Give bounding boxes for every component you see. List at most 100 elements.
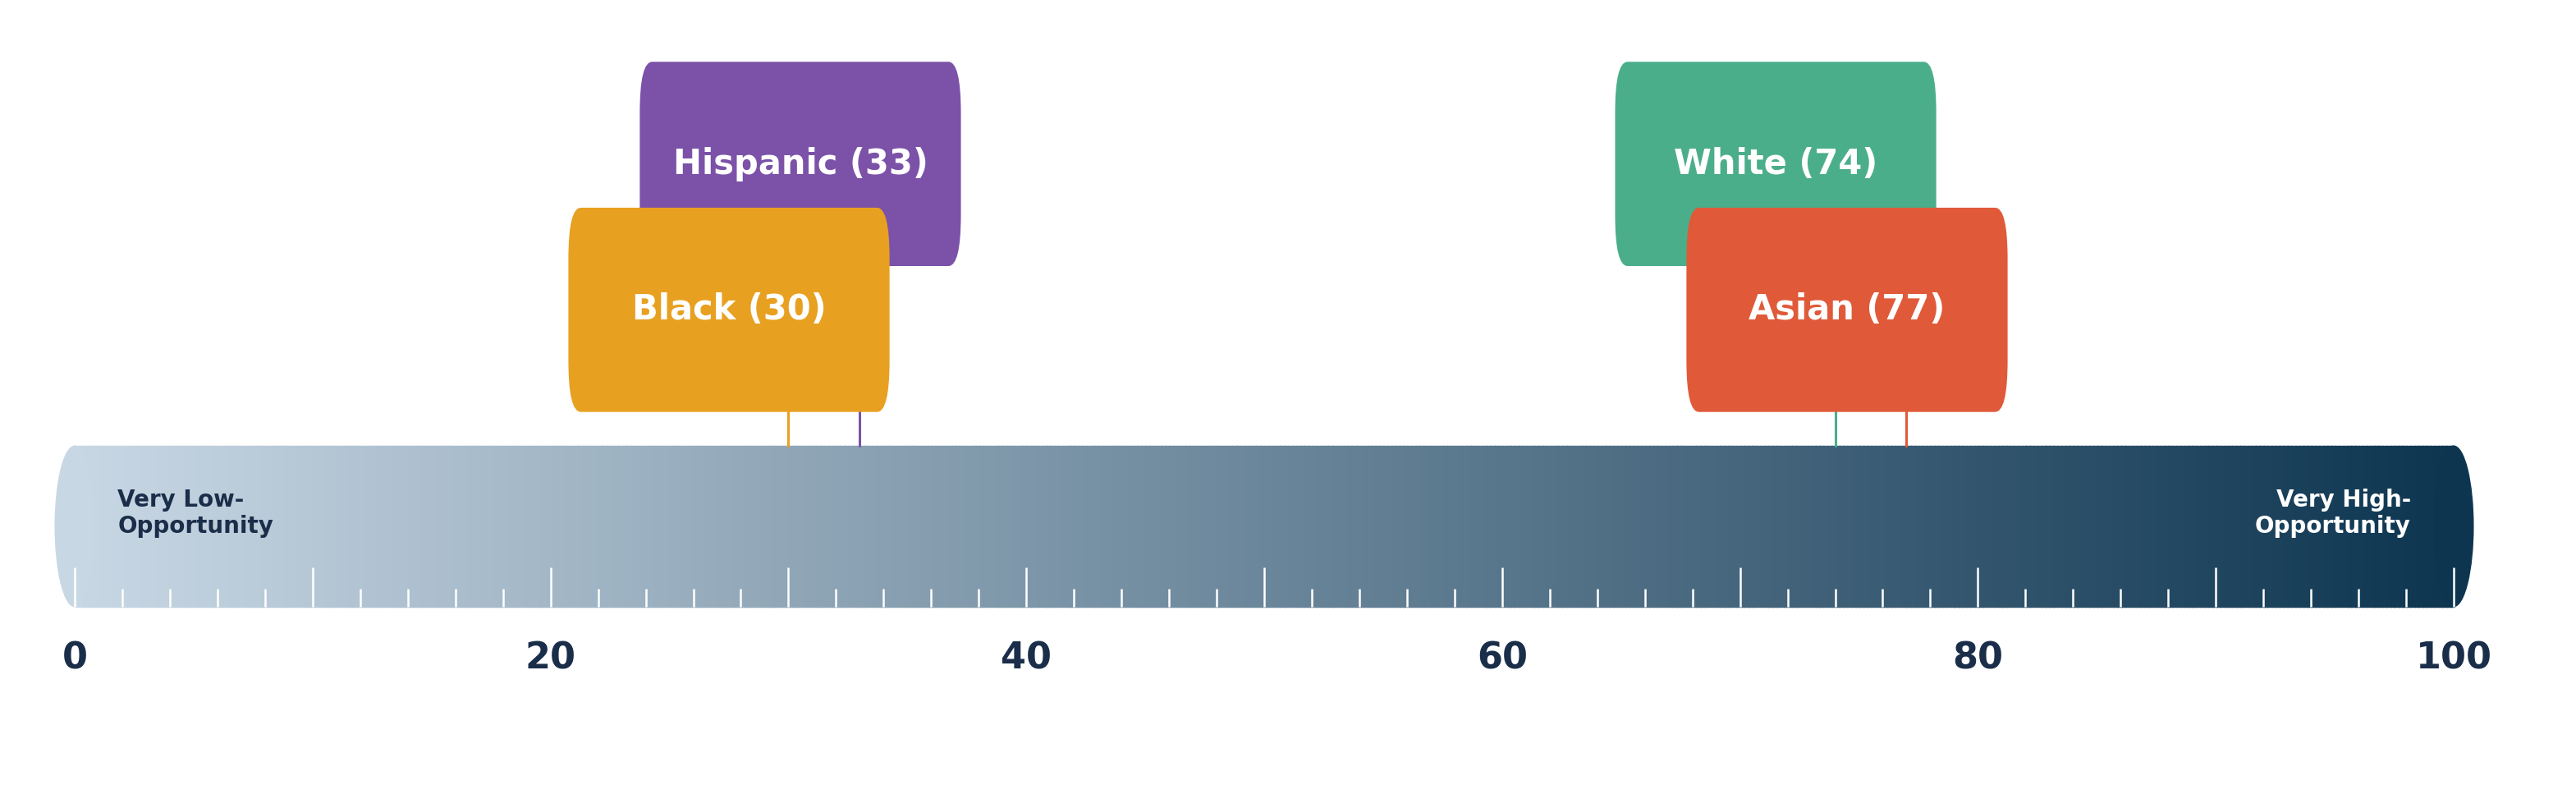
Bar <box>2334 446 2339 607</box>
Bar <box>487 446 492 607</box>
Bar <box>1553 446 1558 607</box>
Bar <box>1443 446 1448 607</box>
Bar <box>750 446 755 607</box>
Bar <box>1172 446 1177 607</box>
Bar <box>2362 446 2367 607</box>
Bar <box>2324 446 2329 607</box>
Bar <box>1334 446 1340 607</box>
Bar <box>2148 446 2154 607</box>
Bar <box>1839 446 1844 607</box>
Bar <box>2105 446 2110 607</box>
Bar <box>1646 446 1651 607</box>
Bar <box>337 446 343 607</box>
Bar <box>2295 446 2300 607</box>
Bar <box>853 446 858 607</box>
Bar <box>1561 446 1566 607</box>
Bar <box>2287 446 2293 607</box>
Bar <box>2398 446 2403 607</box>
Bar <box>1316 446 1321 607</box>
Bar <box>1221 446 1226 607</box>
Bar <box>1280 446 1285 607</box>
Bar <box>837 446 842 607</box>
Bar <box>935 446 940 607</box>
Bar <box>206 446 211 607</box>
Bar <box>2311 446 2316 607</box>
Bar <box>1633 446 1638 607</box>
Bar <box>1636 446 1641 607</box>
Bar <box>595 446 600 607</box>
Bar <box>191 446 196 607</box>
Bar <box>502 446 507 607</box>
Bar <box>2251 446 2257 607</box>
Bar <box>2177 446 2182 607</box>
Bar <box>479 446 484 607</box>
Bar <box>1759 446 1765 607</box>
Bar <box>1582 446 1587 607</box>
Bar <box>2156 446 2161 607</box>
Bar <box>149 446 155 607</box>
Bar <box>863 446 868 607</box>
Bar <box>1973 446 1978 607</box>
Bar <box>1090 446 1095 607</box>
Bar <box>2102 446 2107 607</box>
Bar <box>448 446 453 607</box>
Bar <box>1942 446 1947 607</box>
Bar <box>165 446 170 607</box>
Bar <box>1303 446 1309 607</box>
Bar <box>1950 446 1955 607</box>
Bar <box>899 446 904 607</box>
Bar <box>2084 446 2089 607</box>
Bar <box>708 446 714 607</box>
Bar <box>2120 446 2125 607</box>
Bar <box>1507 446 1512 607</box>
Bar <box>956 446 961 607</box>
Bar <box>2318 446 2324 607</box>
Bar <box>1082 446 1087 607</box>
Bar <box>1654 446 1659 607</box>
Bar <box>1437 446 1443 607</box>
Bar <box>415 446 420 607</box>
Bar <box>1700 446 1705 607</box>
Bar <box>907 446 912 607</box>
Bar <box>222 446 227 607</box>
Bar <box>183 446 188 607</box>
Bar <box>2427 446 2432 607</box>
Bar <box>2050 446 2056 607</box>
Bar <box>1267 446 1273 607</box>
Bar <box>531 446 536 607</box>
Bar <box>1713 446 1718 607</box>
Text: 60: 60 <box>1476 641 1528 676</box>
Bar <box>1744 446 1749 607</box>
Bar <box>1430 446 1435 607</box>
Bar <box>685 446 690 607</box>
Bar <box>2267 446 2272 607</box>
Bar <box>2128 446 2133 607</box>
Bar <box>551 446 556 607</box>
Bar <box>466 446 471 607</box>
Bar <box>1723 446 1728 607</box>
Bar <box>451 446 456 607</box>
Bar <box>1051 446 1056 607</box>
Bar <box>1154 446 1159 607</box>
Bar <box>1589 446 1595 607</box>
Bar <box>979 446 984 607</box>
Bar <box>2030 446 2035 607</box>
FancyBboxPatch shape <box>1687 208 2007 412</box>
Bar <box>716 446 721 607</box>
Bar <box>1628 446 1633 607</box>
Bar <box>1473 446 1479 607</box>
Bar <box>1826 446 1832 607</box>
Bar <box>1878 446 1883 607</box>
Text: 80: 80 <box>1953 641 2004 676</box>
Bar <box>2074 446 2079 607</box>
Bar <box>82 446 88 607</box>
Text: Hispanic (33): Hispanic (33) <box>672 147 927 181</box>
Bar <box>131 446 137 607</box>
Bar <box>1883 446 1888 607</box>
Bar <box>1236 446 1242 607</box>
Bar <box>1533 446 1538 607</box>
Bar <box>2045 446 2050 607</box>
Bar <box>474 446 479 607</box>
Bar <box>574 446 580 607</box>
Bar <box>1543 446 1548 607</box>
